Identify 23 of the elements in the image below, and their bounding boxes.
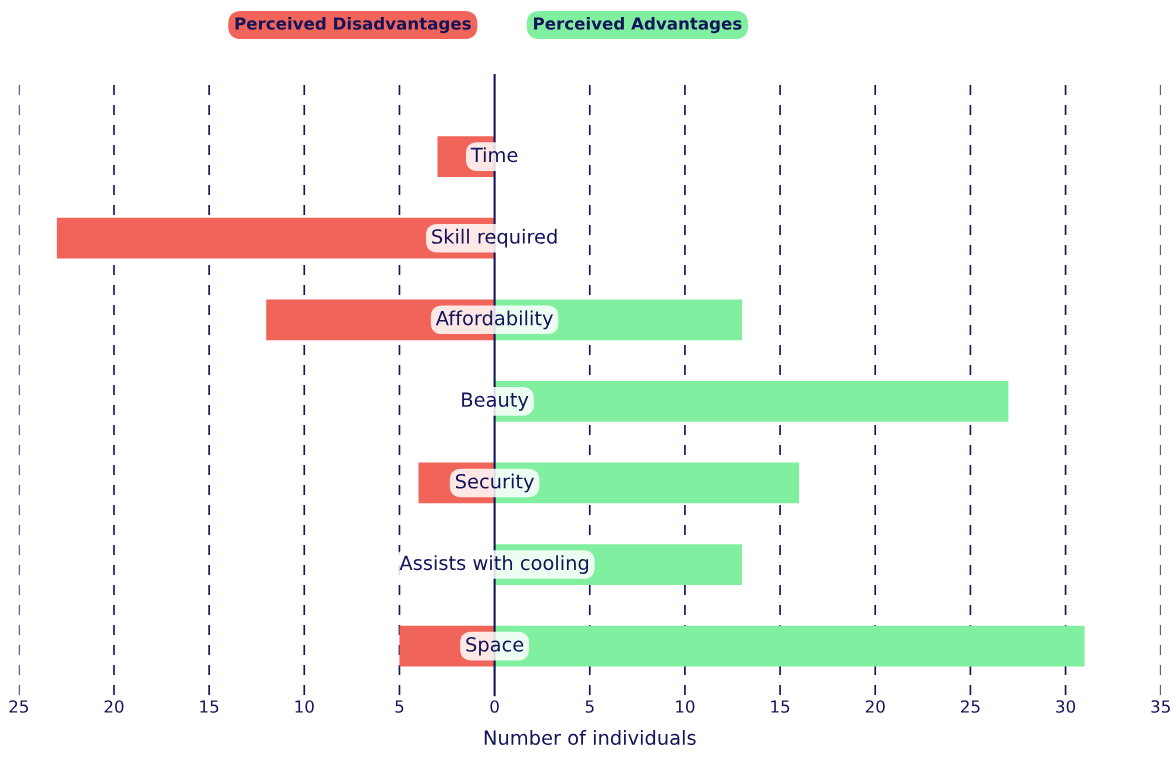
x-tick-label: 15 bbox=[200, 700, 219, 713]
x-tick-label: 10 bbox=[676, 700, 695, 713]
text: Perceived Disadvantages bbox=[235, 16, 471, 34]
y-tick-label: Skill required bbox=[432, 228, 557, 248]
x-tick-label: 20 bbox=[865, 700, 885, 713]
x-axis-title: Number of individuals bbox=[484, 729, 696, 746]
y-tick-label: Time bbox=[470, 147, 518, 163]
x-tick-label: 20 bbox=[104, 700, 124, 713]
x-tick-label: 25 bbox=[961, 700, 980, 713]
y-tick-label: Assists with cooling bbox=[399, 555, 589, 574]
y-tick-label: Space bbox=[466, 637, 524, 656]
x-tick-label: 30 bbox=[1056, 700, 1076, 713]
y-tick-label: Beauty bbox=[462, 392, 529, 411]
y-tick-label: Affordability bbox=[435, 310, 553, 330]
x-tick-label: 35 bbox=[1151, 700, 1170, 713]
x-tick-label: 10 bbox=[295, 700, 314, 713]
x-tick-label: 25 bbox=[9, 700, 28, 713]
x-tick-label: 0 bbox=[490, 700, 499, 713]
x-tick-label: 5 bbox=[395, 700, 404, 713]
y-tick-label: Security bbox=[455, 473, 534, 493]
x-tick-label: 15 bbox=[771, 700, 790, 713]
x-tick-label: 5 bbox=[585, 700, 594, 713]
text: Perceived Advantages bbox=[534, 16, 742, 34]
